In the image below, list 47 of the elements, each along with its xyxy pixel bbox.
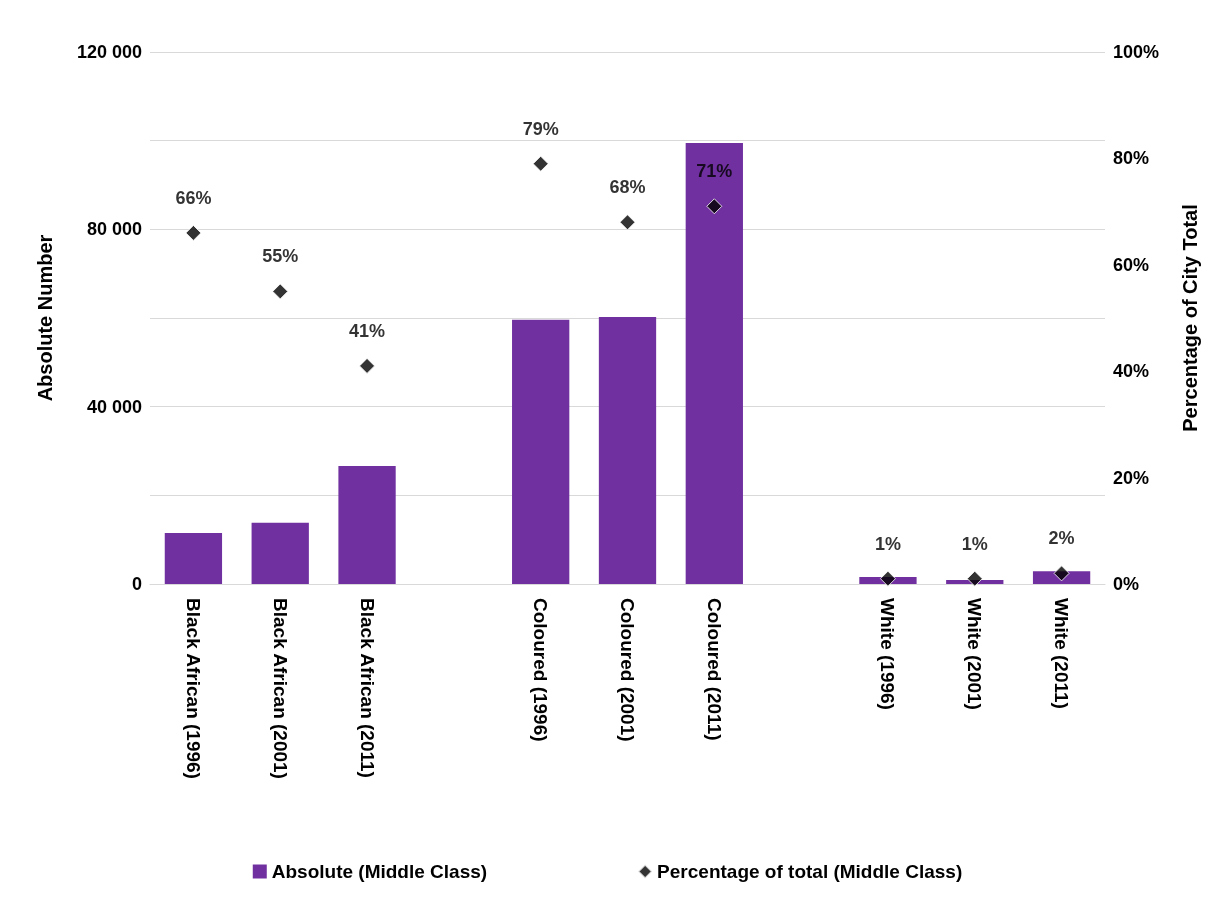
x-tick-label: White (2011) xyxy=(1051,598,1073,709)
point xyxy=(966,570,983,587)
legend-label: Percentage of total (Middle Class) xyxy=(657,861,963,882)
point xyxy=(532,155,549,172)
bar xyxy=(598,317,657,584)
y2-tick-label: 40% xyxy=(1113,361,1150,382)
x-tick-label: Black African (2001) xyxy=(269,598,291,779)
x-tick-label: White (1996) xyxy=(877,598,899,710)
data-label: 41% xyxy=(349,320,386,341)
data-label: 1% xyxy=(874,533,901,554)
y2-tick-label: 80% xyxy=(1113,148,1150,169)
data-label: 71% xyxy=(696,161,733,182)
y-tick-label: 0 xyxy=(131,574,142,594)
point xyxy=(1053,565,1070,582)
data-label: 55% xyxy=(262,246,299,267)
x-tick-label: White (2001) xyxy=(964,598,986,710)
x-tick-label: Black African (2011) xyxy=(356,598,378,778)
x-tick-label: Coloured (2001) xyxy=(617,598,638,742)
data-label: 66% xyxy=(175,187,212,208)
y2-tick-label: 20% xyxy=(1113,467,1150,488)
point xyxy=(879,570,896,587)
point xyxy=(272,283,289,300)
legend-label: Absolute (Middle Class) xyxy=(271,861,488,882)
y2-axis-title: Percentage of City Total xyxy=(1179,204,1201,432)
point xyxy=(706,198,723,215)
y-tick-label: 80 000 xyxy=(86,219,142,240)
bar xyxy=(512,319,570,584)
x-tick-label: Coloured (1996) xyxy=(530,598,552,742)
y-axis-title: Absolute Number xyxy=(34,234,56,402)
bar xyxy=(164,533,223,584)
bar xyxy=(685,142,743,584)
y2-tick-label: 100% xyxy=(1113,42,1160,62)
data-label: 68% xyxy=(609,177,646,198)
point xyxy=(359,357,376,374)
data-label: 2% xyxy=(1048,528,1075,549)
bar xyxy=(251,522,309,584)
x-tick-label: Coloured (2011) xyxy=(703,598,725,741)
y2-tick-label: 0% xyxy=(1113,574,1140,594)
data-label: 79% xyxy=(522,118,559,139)
point xyxy=(185,224,202,241)
y-tick-label: 120 000 xyxy=(76,42,142,62)
data-label: 1% xyxy=(961,533,988,554)
y2-tick-label: 60% xyxy=(1113,254,1150,275)
point xyxy=(619,214,636,231)
bar xyxy=(338,466,396,584)
x-tick-label: Black African (1996) xyxy=(182,598,204,779)
y-tick-label: 40 000 xyxy=(86,396,142,417)
